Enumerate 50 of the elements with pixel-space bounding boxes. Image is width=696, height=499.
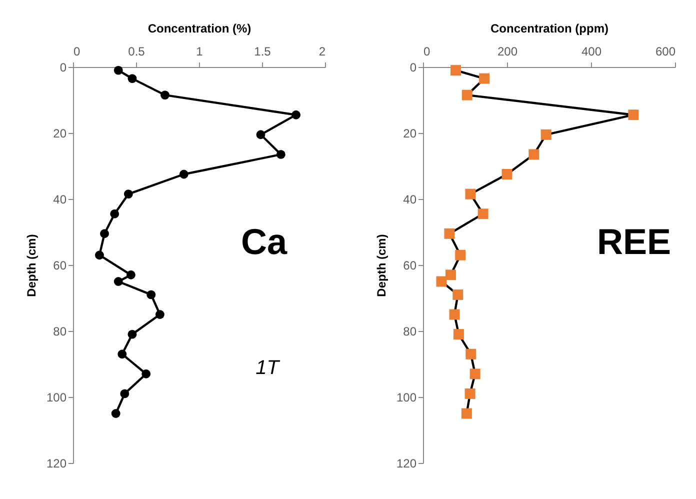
- point: [155, 310, 164, 319]
- x-tick-label: 200: [497, 44, 518, 58]
- x-tick-label: 2: [318, 44, 326, 58]
- x-axis-title: Concentration (%): [148, 22, 252, 36]
- point: [114, 277, 123, 286]
- y-tick-label: 40: [403, 192, 417, 206]
- y-tick-label: 20: [403, 126, 417, 140]
- y-axis-title: Depth (cm): [374, 234, 388, 297]
- y-tick-label: 100: [46, 390, 67, 404]
- point: [100, 229, 109, 238]
- y-tick-label: 40: [53, 192, 67, 206]
- y-tick-label: 60: [53, 258, 67, 272]
- point: [276, 150, 286, 159]
- point: [110, 209, 120, 218]
- x-tick-label: 0: [424, 44, 430, 58]
- y-tick-label: 80: [403, 324, 417, 338]
- x-tick-label: 0.5: [128, 44, 146, 58]
- x-tick-label: 1.5: [254, 44, 272, 58]
- point: [160, 90, 170, 100]
- point: [292, 110, 300, 120]
- y-tick-label: 80: [53, 324, 67, 338]
- point: [179, 170, 188, 179]
- point: [120, 389, 130, 398]
- point: [128, 74, 137, 84]
- y-tick-label: 120: [46, 456, 67, 470]
- y-tick-label: 20: [53, 126, 67, 140]
- point: [256, 130, 266, 140]
- point: [128, 330, 137, 339]
- point: [142, 369, 151, 378]
- point: [124, 190, 133, 199]
- point: [146, 290, 156, 300]
- point: [114, 66, 123, 75]
- x-tick-label: 1: [196, 44, 204, 58]
- point: [94, 250, 104, 260]
- x-tick-label: 600: [655, 44, 676, 58]
- x-axis-title: Concentration (ppm): [490, 22, 608, 36]
- y-tick-label: 0: [60, 60, 67, 74]
- y-tick-label: 0: [410, 60, 417, 74]
- annotation: REE: [596, 221, 671, 262]
- x-tick-label: 0: [74, 44, 80, 58]
- annotation: 1T: [256, 357, 281, 379]
- point: [111, 409, 120, 418]
- y-tick-label: 100: [396, 390, 417, 404]
- y-tick-label: 120: [396, 456, 417, 470]
- annotation: Ca: [240, 221, 288, 262]
- x-tick-label: 400: [581, 44, 602, 58]
- point: [118, 350, 127, 359]
- point: [126, 270, 136, 280]
- y-axis-title: Depth (cm): [24, 234, 38, 297]
- y-tick-label: 60: [403, 258, 417, 272]
